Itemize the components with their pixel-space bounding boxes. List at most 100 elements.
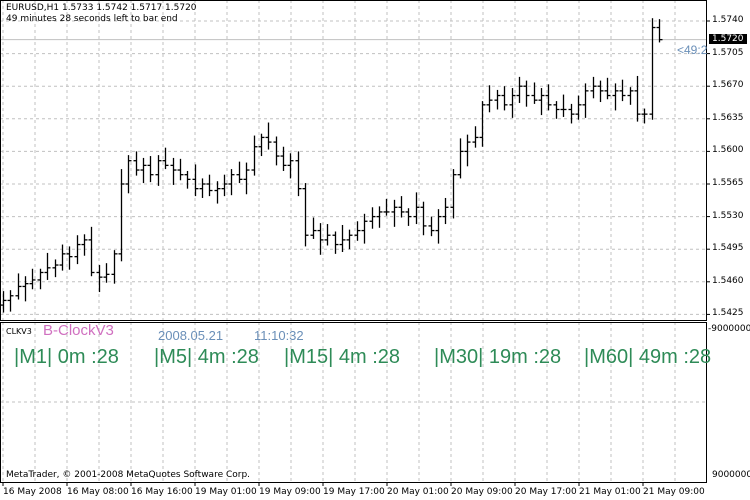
ohlc-bar [486,85,493,113]
ohlc-bar [15,273,22,300]
time-tick-label: 19 May 09:00 [259,487,321,497]
ohlc-bar [509,88,516,118]
ohlc-bar [435,209,442,244]
time-tick-label: 19 May 17:00 [323,487,385,497]
symbol-ohlc-line: EURUSD,H1 1.5733 1.5742 1.5717 1.5720 [6,3,197,13]
ohlc-bar [66,246,73,270]
timeframe-m30: |M30| 19m :28 [434,346,562,368]
ohlc-bar [103,263,110,283]
ohlc-bar [310,217,317,239]
ohlc-bar [22,276,29,302]
indicator-name: B-ClockV3 [43,322,114,339]
time-tick-label: 19 May 01:00 [195,487,257,497]
time-tick-label: 20 May 09:00 [451,487,513,497]
copyright-text: MetaTrader, © 2001-2008 MetaQuotes Softw… [6,470,251,480]
time-tick-label: 21 May 01:00 [579,487,641,497]
timeframe-m5: |M5| 4m :28 [154,346,259,368]
ohlc-bar [523,80,530,107]
ohlc-bar [88,226,95,277]
ohlc-bar [125,155,132,194]
ohlc-bar [199,178,206,198]
ohlc-bar [251,135,258,176]
ohlc-bar [228,169,235,196]
indicator-window-frame [0,322,707,483]
ohlc-bar [398,196,405,218]
ohlc-bar [81,234,88,256]
ohlc-bar [604,77,611,100]
ohlc-bar [346,229,353,250]
ohlc-bar [287,153,294,179]
bar-timer-text: 49 minutes 28 seconds left to bar end [6,14,178,24]
price-tick-label: 1.5530 [712,210,744,221]
ohlc-bar [627,87,634,105]
ohlc-bar [383,198,390,216]
ohlc-bar [590,76,597,99]
ohlc-bar [479,101,486,147]
ohlc-bar [147,156,154,183]
ohlc-bar [184,170,191,189]
price-tick-label: 1.5600 [712,145,744,156]
ohlc-bar [221,174,228,197]
current-price-box: 1.5720 [709,34,747,44]
ohlc-bar [236,161,243,184]
ohlc-bar [118,169,125,262]
ohlc-bar [376,206,383,228]
ohlc-bar [258,133,265,157]
ohlc-bar [339,224,346,252]
ohlc-bar [420,201,427,236]
ohlc-bar [295,151,302,197]
ohlc-bar [44,252,51,280]
time-tick-label: 16 May 08:00 [67,487,129,497]
ohlc-bar [332,231,339,254]
price-tick-label: 1.5705 [712,47,744,58]
ohlc-bar [7,290,14,312]
ohlc-bar [464,134,471,167]
ohlc-bar [29,268,36,290]
price-tick-label: 1.5670 [712,80,744,91]
ohlc-bar [428,216,435,237]
clock-time: 11:10:32 [254,328,304,343]
timeframe-m15: |M15| 4m :28 [284,346,400,368]
ohlc-bar [361,213,368,244]
ohlc-bar [317,223,324,255]
ohlc-bar [162,147,169,170]
ohlc-bar [494,89,501,110]
time-tick-label: 16 May 16:00 [131,487,193,497]
main-chart-frame [0,0,707,321]
ohlc-bar [634,75,641,122]
price-tick-label: 1.5740 [712,15,744,25]
ohlc-bar [206,174,213,197]
time-tick-label: 20 May 01:00 [387,487,449,497]
ohlc-bar [413,192,420,225]
price-tick-label: 1.5565 [712,178,744,188]
price-tick-label: 1.5635 [712,112,744,123]
price-tick-label: 1.5460 [712,275,744,286]
ohlc-bar [582,83,589,118]
ohlc-bar [133,151,140,176]
ohlc-bar [59,244,66,271]
ohlc-bar [273,136,280,166]
ohlc-bar [442,197,449,225]
price-tick-label: 1.5495 [712,243,744,254]
time-tick-label: 20 May 17:00 [515,487,577,497]
timeframe-m60: |M60| 49m :28 [584,346,712,368]
timeframe-m1: |M1| 0m :28 [14,346,119,368]
ohlc-bar [74,235,81,265]
indicator-short-name: CLKV3 [6,327,32,336]
ohlc-bar [457,138,464,179]
ohlc-bar [140,157,147,184]
ohlc-bar [641,108,648,124]
ohlc-bar [538,88,545,116]
ohlc-bar [531,82,538,104]
ohlc-bar [52,259,59,278]
ohlc-bar [280,146,287,171]
ohlc-bar [553,101,560,119]
time-tick-label: 21 May 09:00 [643,487,705,497]
ohlc-bar [516,76,523,103]
indicator-axis-bottom: 9000000 [712,470,750,480]
ohlc-bar [501,86,508,111]
ohlc-bar [155,155,162,186]
ohlc-bar [619,79,626,102]
ohlc-bar [170,157,177,185]
